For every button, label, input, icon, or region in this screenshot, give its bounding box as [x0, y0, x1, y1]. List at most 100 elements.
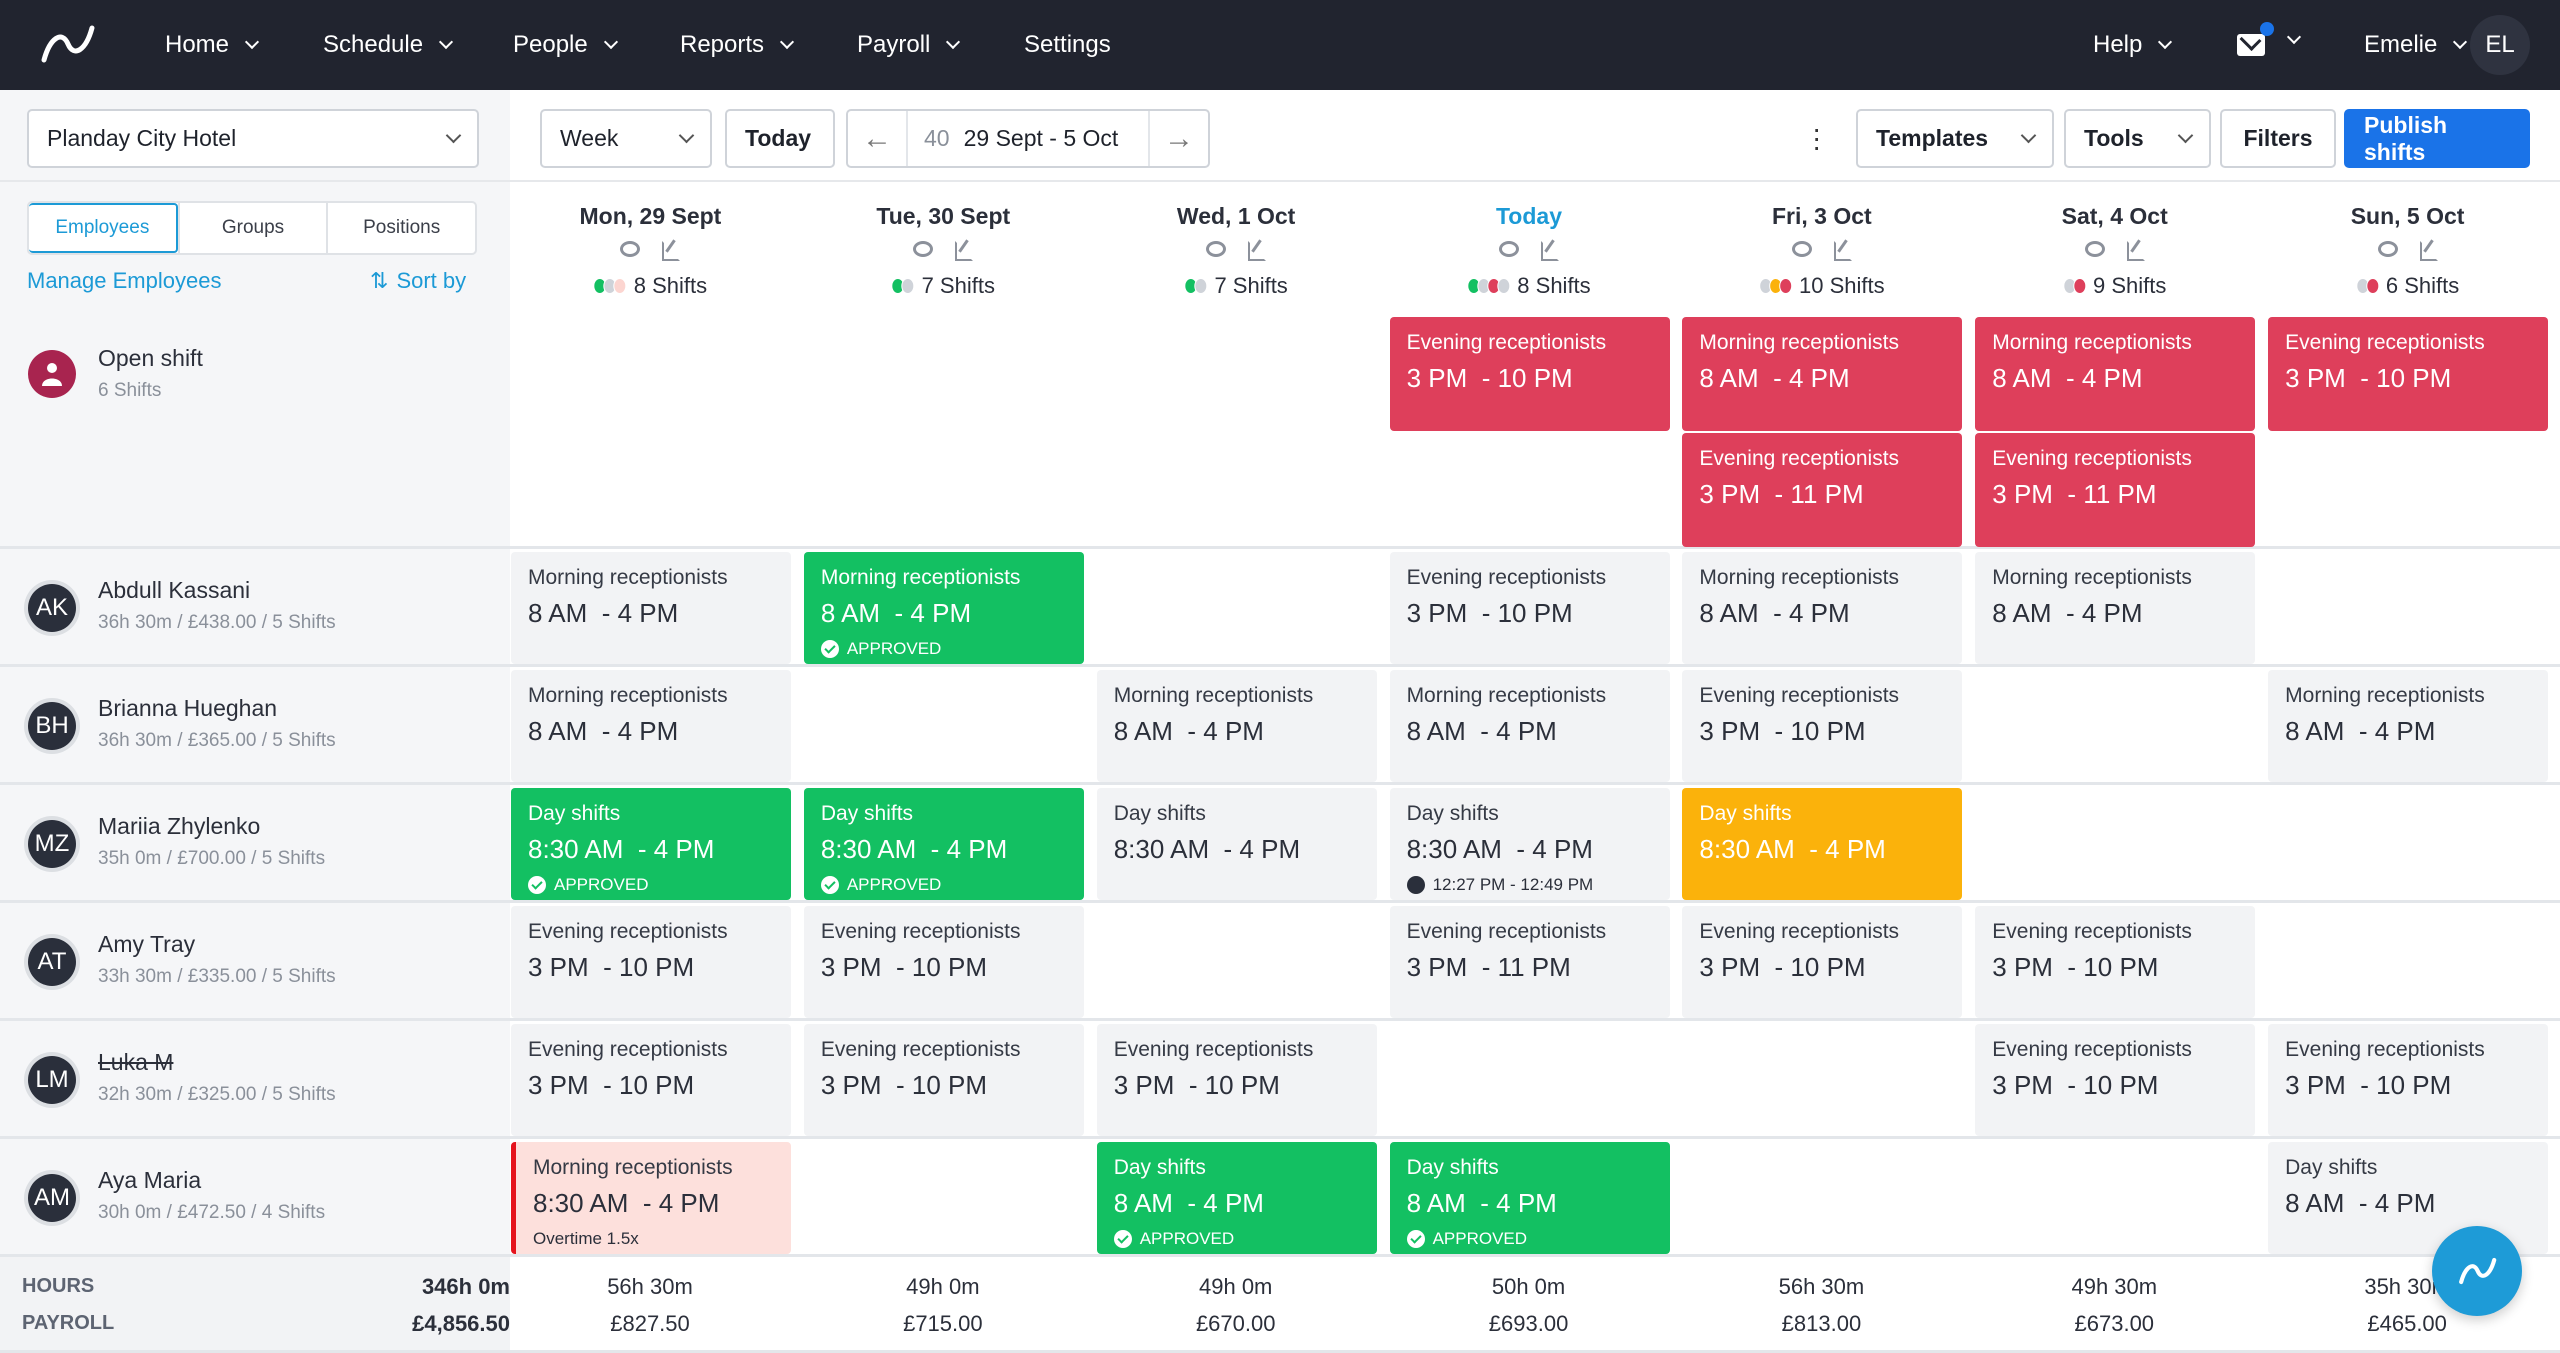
shift-card[interactable]: Morning receptionists 8 AM - 4 PM	[1096, 670, 1377, 782]
shift-card[interactable]: Day shifts 8:30 AM - 4 PM APPROVED	[803, 788, 1084, 900]
more-options-icon[interactable]: · · ·	[1812, 113, 1822, 162]
shift-card[interactable]: Morning receptionists 8 AM - 4 PM	[2268, 670, 2549, 782]
shift-time: 8 AM - 4 PM	[1992, 598, 2143, 628]
nav-label: Reports	[680, 31, 765, 58]
templates-button[interactable]: Templates	[1856, 109, 2054, 168]
day-payroll: £670.00	[1195, 1311, 1276, 1336]
filters-button[interactable]: Filters	[2220, 109, 2336, 168]
shift-card[interactable]: Evening receptionists 3 PM - 11 PM	[1682, 433, 1963, 547]
day-label[interactable]: Today	[1495, 203, 1562, 229]
tab-groups[interactable]: Groups	[177, 203, 327, 253]
prev-week-arrow-icon[interactable]: ←	[848, 111, 908, 166]
shift-card[interactable]: Day shifts 8:30 AM - 4 PM	[1682, 788, 1963, 900]
shift-card[interactable]: Morning receptionists 8:30 AM - 4 PM Overt…	[511, 1142, 791, 1254]
employee-info[interactable]: BH Brianna Hueghan 36h 30m / £365.00 / 5 S…	[0, 667, 510, 782]
status-dots	[891, 278, 915, 294]
shift-card[interactable]: Evening receptionists 3 PM - 11 PM	[1975, 433, 2256, 547]
publish-shifts-button[interactable]: Publish shifts	[2344, 109, 2530, 168]
shift-card[interactable]: Evening receptionists 3 PM - 10 PM	[1975, 1024, 2256, 1136]
eye-icon[interactable]	[620, 241, 641, 257]
view-select[interactable]: Week	[540, 109, 712, 168]
shift-card[interactable]: Evening receptionists 3 PM - 10 PM	[1682, 670, 1963, 782]
shift-card[interactable]: Morning receptionists 8 AM - 4 PM	[511, 670, 791, 782]
user-name: Emelie	[2364, 31, 2438, 58]
shift-time: 3 PM - 10 PM	[528, 1070, 695, 1100]
day-label[interactable]: Mon, 29 Sept	[579, 203, 722, 229]
tab-employees[interactable]: Employees	[29, 203, 178, 253]
planday-logo[interactable]	[38, 24, 96, 64]
shift-card[interactable]: Evening receptionists 3 PM - 10 PM	[511, 906, 791, 1018]
shift-card[interactable]: Evening receptionists 3 PM - 10 PM	[511, 1024, 791, 1136]
day-label[interactable]: Sat, 4 Oct	[2061, 203, 2168, 229]
shift-card[interactable]: Morning receptionists 8 AM - 4 PM	[1682, 552, 1963, 664]
shift-title: Evening receptionists	[820, 1038, 1021, 1061]
day-label[interactable]: Sun, 5 Oct	[2350, 203, 2465, 229]
employee-info[interactable]: AM Aya Maria 30h 0m / £472.50 / 4 Shifts	[0, 1139, 510, 1254]
user-avatar[interactable]: EL	[2470, 15, 2530, 75]
nav-schedule[interactable]: Schedule	[323, 0, 454, 90]
totals-footer: HOURS PAYROLL 346h 0m £4,856.50 56h 30m £…	[0, 1257, 2560, 1353]
chevron-down-icon[interactable]	[2286, 29, 2302, 45]
edit-icon[interactable]	[955, 241, 974, 261]
shift-card[interactable]: Morning receptionists 8 AM - 4 PM	[1975, 317, 2256, 431]
sort-by-button[interactable]: ⇅ Sort by	[370, 268, 466, 294]
next-week-arrow-icon[interactable]: →	[1148, 111, 1208, 166]
clock-in-record: 12:27 PM - 12:49 PM	[1406, 875, 1653, 895]
location-select[interactable]: Planday City Hotel	[27, 109, 479, 168]
user-menu[interactable]: Emelie	[2364, 0, 2468, 90]
employee-info[interactable]: Open shift 6 Shifts	[0, 315, 510, 546]
shift-card[interactable]: Evening receptionists 3 PM - 10 PM	[1975, 906, 2256, 1018]
shift-card[interactable]: Evening receptionists 3 PM - 10 PM	[1096, 1024, 1377, 1136]
edit-icon[interactable]	[662, 241, 681, 261]
tab-positions[interactable]: Positions	[326, 203, 475, 253]
edit-icon[interactable]	[2126, 241, 2145, 261]
shift-card[interactable]: Day shifts 8 AM - 4 PM APPROVED	[1389, 1142, 1670, 1254]
day-label[interactable]: Tue, 30 Sept	[876, 203, 1011, 229]
employee-info[interactable]: AT Amy Tray 33h 30m / £335.00 / 5 Shifts	[0, 903, 510, 1018]
day-label[interactable]: Wed, 1 Oct	[1176, 203, 1296, 229]
shift-card[interactable]: Day shifts 8:30 AM - 4 PM APPROVED	[511, 788, 791, 900]
employee-info[interactable]: LM Luka M 32h 30m / £325.00 / 5 Shifts	[0, 1021, 510, 1136]
nav-home[interactable]: Home	[165, 0, 260, 90]
tools-button[interactable]: Tools	[2064, 109, 2211, 168]
eye-icon[interactable]	[1206, 241, 1227, 257]
eye-icon[interactable]	[1791, 241, 1812, 257]
edit-icon[interactable]	[2419, 241, 2438, 261]
nav-reports[interactable]: Reports	[680, 0, 795, 90]
shift-card[interactable]: Day shifts 8 AM - 4 PM APPROVED	[1096, 1142, 1377, 1254]
edit-icon[interactable]	[1833, 241, 1852, 261]
shift-card[interactable]: Evening receptionists 3 PM - 10 PM	[803, 1024, 1084, 1136]
eye-icon[interactable]	[2377, 241, 2398, 257]
employee-info[interactable]: MZ Mariia Zhylenko 35h 0m / £700.00 / 5 Sh…	[0, 785, 510, 900]
mail-icon[interactable]	[2237, 34, 2265, 56]
shift-card[interactable]: Day shifts 8:30 AM - 4 PM 12:27 PM - 12:49…	[1389, 788, 1670, 900]
shift-card[interactable]: Evening receptionists 3 PM - 10 PM	[803, 906, 1084, 1018]
eye-icon[interactable]	[2084, 241, 2105, 257]
shift-card[interactable]: Evening receptionists 3 PM - 10 PM	[2268, 1024, 2549, 1136]
nav-payroll[interactable]: Payroll	[857, 0, 961, 90]
shift-count: 6 Shifts	[2355, 273, 2459, 299]
shift-card[interactable]: Morning receptionists 8 AM - 4 PM APPROVED	[803, 552, 1084, 664]
shift-card[interactable]: Morning receptionists 8 AM - 4 PM	[1389, 670, 1670, 782]
nav-settings[interactable]: Settings	[1024, 0, 1111, 90]
day-label[interactable]: Fri, 3 Oct	[1771, 203, 1872, 229]
shift-card[interactable]: Morning receptionists 8 AM - 4 PM	[1682, 317, 1963, 431]
nav-people[interactable]: People	[513, 0, 618, 90]
help-menu[interactable]: Help	[2093, 0, 2173, 90]
eye-icon[interactable]	[1498, 241, 1519, 257]
manage-employees-link[interactable]: Manage Employees	[27, 268, 222, 293]
today-button[interactable]: Today	[725, 109, 835, 168]
shift-card[interactable]: Evening receptionists 3 PM - 11 PM	[1389, 906, 1670, 1018]
help-chat-button[interactable]	[2432, 1226, 2522, 1316]
edit-icon[interactable]	[1540, 241, 1559, 261]
employee-info[interactable]: AK Abdull Kassani 36h 30m / £438.00 / 5 Sh…	[0, 549, 510, 664]
shift-card[interactable]: Evening receptionists 3 PM - 10 PM	[1682, 906, 1963, 1018]
shift-card[interactable]: Evening receptionists 3 PM - 10 PM	[2268, 317, 2549, 431]
shift-card[interactable]: Morning receptionists 8 AM - 4 PM	[511, 552, 791, 664]
shift-card[interactable]: Day shifts 8:30 AM - 4 PM	[1096, 788, 1377, 900]
shift-card[interactable]: Morning receptionists 8 AM - 4 PM	[1975, 552, 2256, 664]
shift-card[interactable]: Evening receptionists 3 PM - 10 PM	[1389, 317, 1670, 431]
eye-icon[interactable]	[913, 241, 934, 257]
edit-icon[interactable]	[1248, 241, 1267, 261]
shift-card[interactable]: Evening receptionists 3 PM - 10 PM	[1389, 552, 1670, 664]
